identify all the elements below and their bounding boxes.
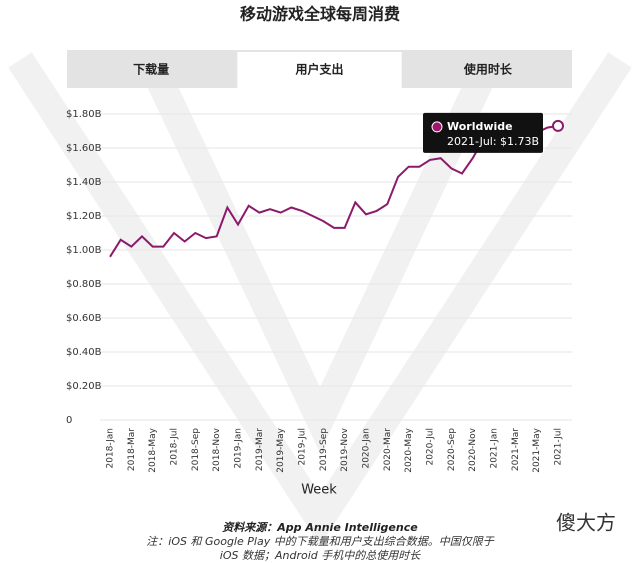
bg-shape [8,52,632,546]
tab-label[interactable]: 使用时长 [463,62,513,77]
x-tick-label: 2020-Sep [447,428,457,471]
source: 资料来源：App Annie Intelligence [222,521,418,534]
x-tick-label: 2020-Jul [426,428,436,466]
tooltip-title: Worldwide [447,120,513,133]
end-marker [552,119,564,132]
y-tick-label: $1.20B [66,211,102,222]
x-tick-label: 2019-May [276,427,286,472]
watermark: 傻大方 [556,511,616,535]
x-tick-label: 2021-Mar [511,428,521,471]
x-axis-label: Week [301,483,337,498]
x-tick-label: 2020-Mar [383,428,393,471]
x-tick-label: 2021-Jul [554,428,564,466]
x-tick-label: 2018-Mar [127,428,137,471]
tab-active [237,52,402,88]
y-tick-label: $0.80B [66,279,102,290]
x-tick-label: 2018-Sep [191,428,201,471]
y-tick-label: $1.60B [66,143,102,154]
x-tick-label: 2018-Jan [106,428,116,469]
x-tick-label: 2019-Jul [298,428,308,466]
x-tick-label: 2018-Jul [170,428,180,466]
y-tick-label: $1.00B [66,245,102,256]
x-tick-label: 2021-Jan [490,428,500,469]
x-tick-label: 2019-Sep [319,428,329,471]
y-tick-label: $0.20B [66,381,102,392]
tooltip-box [423,112,543,153]
x-tick-label: 2020-Jan [362,428,372,469]
x-tick-label: 2020-May [404,427,414,472]
tooltip-dot [431,121,443,133]
tab-label[interactable]: 下载量 [133,62,169,77]
x-tick-label: 2018-May [148,427,158,472]
y-tick-label: $0.40B [66,347,102,358]
x-tick-label: 2018-Nov [212,427,222,471]
y-tick-label: 0 [66,415,72,426]
x-tick-label: 2019-Jan [234,428,244,469]
y-tick-label: $1.80B [66,109,102,120]
note-line: iOS 数据；Android 手机中的总使用时长 [220,549,421,562]
y-tick-label: $0.60B [66,313,102,324]
x-tick-label: 2020-Nov [468,427,478,471]
y-tick-label: $1.40B [66,177,102,188]
chart-title: 移动游戏全球每周消费 [240,5,400,24]
x-tick-label: 2019-Nov [340,427,350,471]
x-tick-label: 2021-May [532,427,542,472]
tab-label[interactable]: 用户支出 [294,62,343,77]
tooltip-text: 2021-Jul: $1.73B [447,135,539,148]
x-tick-label: 2019-Mar [255,428,265,471]
note-line: 注：iOS 和 Google Play 中的下载量和用户支出综合数据。中国仅限于 [146,535,494,548]
